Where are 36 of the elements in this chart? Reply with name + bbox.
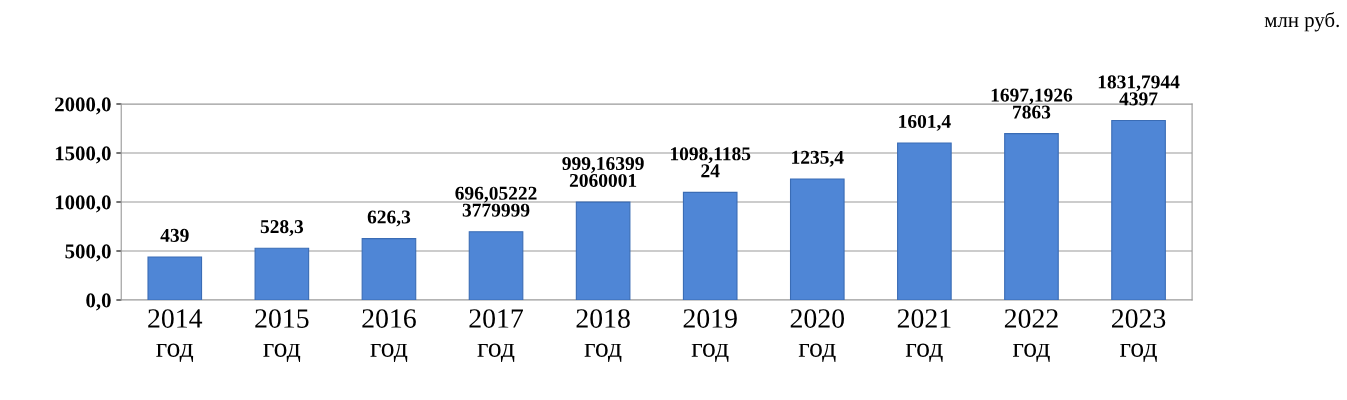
y-tick-label: 0,0 xyxy=(86,293,111,311)
x-tick-label: 2015 год xyxy=(255,309,309,363)
x-tick-label: 2022 год xyxy=(1004,309,1058,363)
data-label: 696,05222 3779999 xyxy=(455,186,537,217)
text: млн руб. xyxy=(1264,12,1339,32)
bar xyxy=(1004,133,1059,300)
x-tick-label: 2021 год xyxy=(897,309,951,363)
data-label: 439 xyxy=(160,228,189,242)
data-label: 1098,1185 24 xyxy=(670,147,751,178)
data-label: 528,3 xyxy=(260,220,304,236)
data-label: 999,16399 2060001 xyxy=(562,157,644,188)
x-tick-label: 2016 год xyxy=(362,309,416,363)
bar xyxy=(789,178,845,300)
bar xyxy=(575,201,631,300)
bar xyxy=(897,142,952,300)
bar xyxy=(468,231,524,300)
bar xyxy=(1111,119,1166,300)
x-tick-label: 2023 год xyxy=(1111,309,1166,363)
bar xyxy=(254,247,310,300)
bar xyxy=(147,256,203,300)
y-tick-label: 1500,0 xyxy=(55,146,111,164)
y-tick-label: 1000,0 xyxy=(55,195,111,213)
x-tick-label: 2020 год xyxy=(790,309,845,363)
data-label: 626,3 xyxy=(367,210,411,227)
data-label: 1235,4 xyxy=(792,150,844,167)
data-label: 1601,4 xyxy=(899,114,951,131)
x-tick-label: 2019 год xyxy=(683,309,737,363)
bar xyxy=(682,191,738,300)
y-tick-label: 2000,0 xyxy=(55,97,111,115)
x-tick-label: 2017 год xyxy=(469,309,524,363)
data-label: 1831,7944 4397 xyxy=(1098,75,1180,106)
x-tick-label: 2018 год xyxy=(576,309,630,363)
bar xyxy=(361,238,417,300)
data-label: 1697,1926 7863 xyxy=(991,88,1073,119)
x-tick-label: 2014 год xyxy=(148,309,203,363)
y-tick-label: 500,0 xyxy=(65,244,111,262)
